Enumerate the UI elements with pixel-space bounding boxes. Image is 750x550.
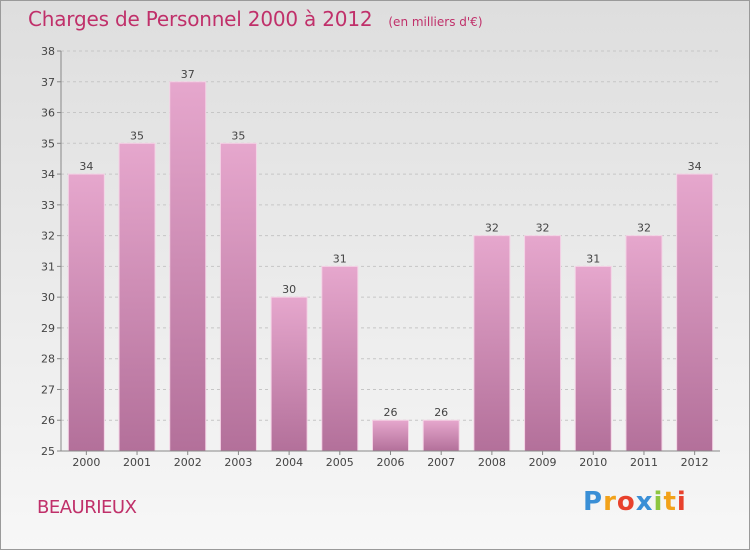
x-tick-label: 2007 (427, 456, 455, 469)
proxiti-logo: Proxiti (583, 487, 687, 517)
x-tick-label: 2003 (224, 456, 252, 469)
y-tick-label: 32 (41, 230, 55, 243)
x-tick-label: 2004 (275, 456, 303, 469)
bar (321, 265, 359, 452)
bar (219, 142, 257, 452)
y-tick-label: 29 (41, 322, 55, 335)
y-tick-label: 30 (41, 291, 55, 304)
logo-letter: r (603, 487, 617, 517)
y-tick-label: 34 (41, 168, 55, 181)
x-tick-label: 2008 (478, 456, 506, 469)
chart-title: Charges de Personnel 2000 à 2012 (28, 7, 373, 31)
logo-letter: o (616, 487, 636, 517)
chart-subtitle: (en milliers d'€) (388, 15, 483, 29)
bar (574, 265, 612, 452)
data-label: 30 (282, 283, 296, 296)
x-tick-label: 2011 (630, 456, 658, 469)
y-tick-label: 37 (41, 76, 55, 89)
bars (67, 81, 714, 452)
x-tick-label: 2006 (377, 456, 405, 469)
y-tick-label: 33 (41, 199, 55, 212)
y-tick-label: 31 (41, 260, 55, 273)
commune-name: BEAURIEUX (37, 497, 137, 518)
logo-letter: x (635, 487, 654, 517)
data-label: 37 (181, 68, 195, 81)
bar (625, 235, 663, 452)
bar (118, 142, 156, 452)
title-block: Charges de Personnel 2000 à 2012 (en mill… (28, 7, 483, 31)
bar (270, 296, 308, 452)
y-tick-label: 38 (41, 45, 55, 58)
data-label: 35 (231, 129, 245, 142)
bar (676, 173, 714, 452)
data-label: 35 (130, 129, 144, 142)
data-label: 32 (637, 222, 651, 235)
x-tick-label: 2009 (529, 456, 557, 469)
x-tick-label: 2002 (174, 456, 202, 469)
bar (473, 235, 511, 452)
data-label: 31 (333, 252, 347, 265)
data-label: 31 (586, 252, 600, 265)
data-label: 34 (688, 160, 702, 173)
y-tick-label: 35 (41, 137, 55, 150)
bar (67, 173, 105, 452)
grid-lines (61, 50, 720, 452)
bar (524, 235, 562, 452)
x-tick-label: 2005 (326, 456, 354, 469)
x-tick-label: 2010 (579, 456, 607, 469)
labels: 25 26 27 28 29 30 31 32 33 34 35 36 37 38 34 2000 35 2001… (41, 45, 709, 469)
y-tick-label: 25 (41, 445, 55, 458)
x-tick-label: 2001 (123, 456, 151, 469)
logo-letter: i (676, 487, 687, 517)
data-label: 26 (434, 406, 448, 419)
x-tick-label: 2000 (72, 456, 100, 469)
axes (57, 50, 720, 455)
data-label: 34 (79, 160, 93, 173)
y-tick-label: 36 (41, 107, 55, 120)
data-label: 32 (485, 222, 499, 235)
data-label: 32 (536, 222, 550, 235)
bar (422, 419, 460, 452)
y-tick-label: 28 (41, 353, 55, 366)
y-tick-label: 27 (41, 383, 55, 396)
bar (372, 419, 409, 452)
logo-letter: i (653, 487, 664, 517)
data-label: 26 (384, 406, 398, 419)
x-tick-label: 2012 (681, 456, 709, 469)
logo-letter: t (663, 487, 677, 517)
bar (169, 81, 207, 452)
y-tick-label: 26 (41, 414, 55, 427)
logo-letter: P (583, 487, 604, 517)
